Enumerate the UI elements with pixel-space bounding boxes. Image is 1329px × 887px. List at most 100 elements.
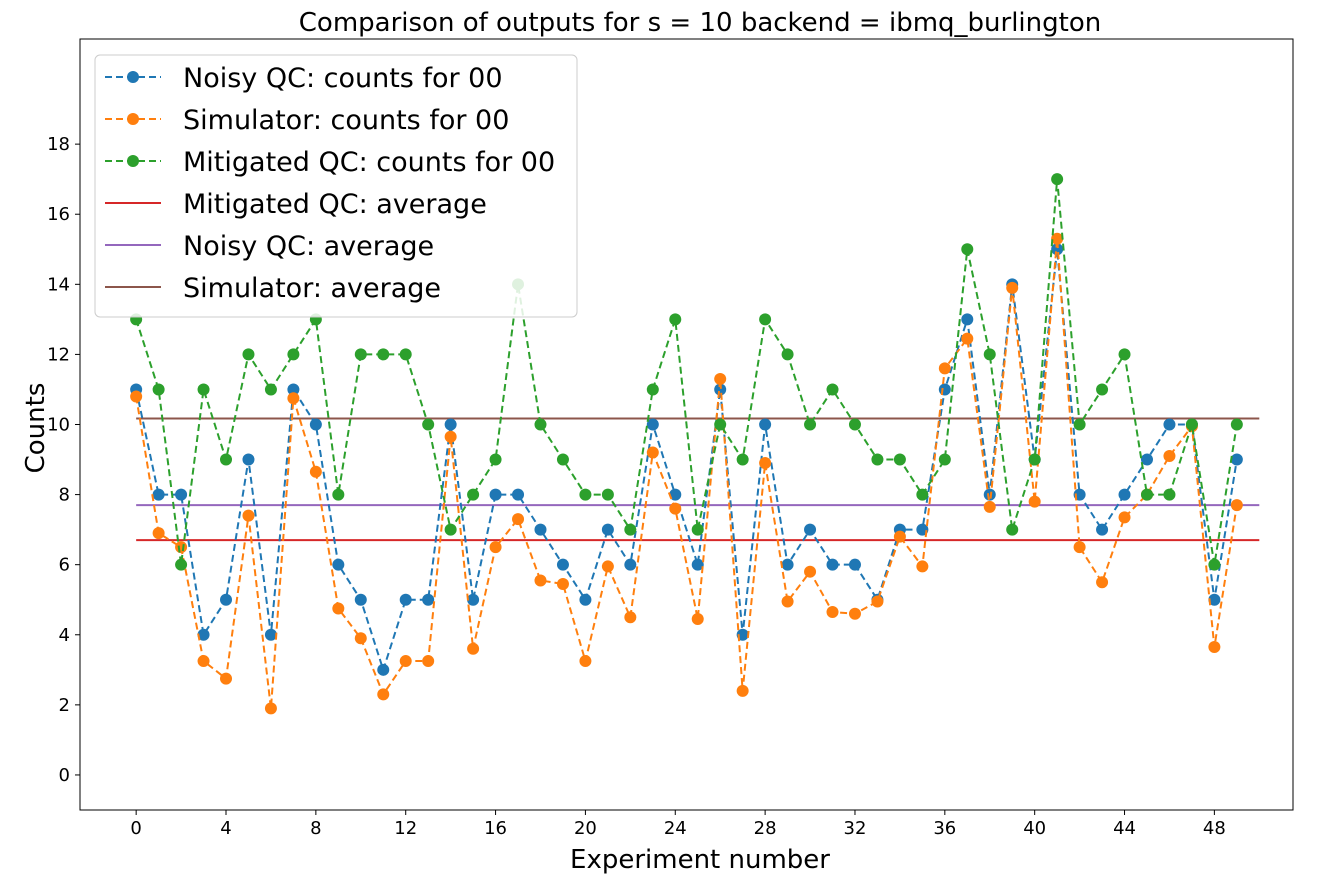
data-point xyxy=(467,488,480,501)
y-tick-label: 16 xyxy=(47,204,70,225)
data-point xyxy=(714,418,727,431)
data-point xyxy=(422,655,435,668)
data-point xyxy=(444,418,457,431)
legend-marker xyxy=(127,155,139,167)
data-point xyxy=(354,348,367,361)
data-point xyxy=(736,684,749,697)
data-point xyxy=(759,457,772,470)
data-point xyxy=(804,418,817,431)
data-point xyxy=(220,593,233,606)
data-point xyxy=(332,602,345,615)
data-point xyxy=(1140,488,1153,501)
data-point xyxy=(489,488,502,501)
data-point xyxy=(1163,450,1176,463)
data-point xyxy=(893,453,906,466)
data-point xyxy=(534,523,547,536)
legend-label: Mitigated QC: average xyxy=(183,189,487,220)
data-point xyxy=(646,383,659,396)
data-point xyxy=(871,453,884,466)
data-point xyxy=(444,430,457,443)
data-point xyxy=(579,488,592,501)
data-point xyxy=(556,558,569,571)
data-point xyxy=(175,488,188,501)
data-point xyxy=(287,348,300,361)
data-point xyxy=(1163,418,1176,431)
data-point xyxy=(1140,453,1153,466)
y-tick-label: 10 xyxy=(47,415,70,436)
data-point xyxy=(669,488,682,501)
data-point xyxy=(691,613,704,626)
data-point xyxy=(983,488,996,501)
data-point xyxy=(220,453,233,466)
data-point xyxy=(220,672,233,685)
data-point xyxy=(601,523,614,536)
legend-label: Mitigated QC: counts for 00 xyxy=(183,147,555,178)
x-tick-label: 4 xyxy=(220,818,231,839)
x-axis-label: Experiment number xyxy=(570,845,830,875)
data-point xyxy=(489,453,502,466)
y-tick-label: 18 xyxy=(47,134,70,155)
legend-marker xyxy=(127,113,139,125)
y-tick-label: 2 xyxy=(59,695,70,716)
data-point xyxy=(601,560,614,573)
data-point xyxy=(1073,541,1086,554)
y-tick-label: 4 xyxy=(59,625,70,646)
data-point xyxy=(736,453,749,466)
data-point xyxy=(848,558,861,571)
data-point xyxy=(961,332,974,345)
data-point xyxy=(1051,173,1064,186)
data-point xyxy=(309,418,322,431)
data-point xyxy=(938,383,951,396)
data-point xyxy=(983,348,996,361)
data-point xyxy=(556,453,569,466)
data-point xyxy=(197,655,210,668)
data-point xyxy=(893,530,906,543)
legend-label: Simulator: average xyxy=(183,273,441,304)
data-point xyxy=(287,383,300,396)
data-point xyxy=(871,595,884,608)
data-point xyxy=(961,313,974,326)
data-point xyxy=(175,541,188,554)
data-point xyxy=(130,390,143,403)
data-point xyxy=(556,577,569,590)
data-point xyxy=(444,523,457,536)
data-point xyxy=(848,607,861,620)
data-point xyxy=(1006,523,1019,536)
data-point xyxy=(826,605,839,618)
data-point xyxy=(579,655,592,668)
data-point xyxy=(691,558,704,571)
legend-label: Simulator: counts for 00 xyxy=(183,105,509,136)
x-tick-label: 16 xyxy=(484,818,507,839)
series-line xyxy=(135,238,1238,709)
data-point xyxy=(264,628,277,641)
data-point xyxy=(1028,495,1041,508)
data-point xyxy=(1096,383,1109,396)
data-point xyxy=(579,593,592,606)
data-point xyxy=(1073,418,1086,431)
data-point xyxy=(399,593,412,606)
data-point xyxy=(601,488,614,501)
data-point xyxy=(242,348,255,361)
data-point xyxy=(983,500,996,513)
data-point xyxy=(512,513,525,526)
data-point xyxy=(1230,418,1243,431)
data-point xyxy=(646,418,659,431)
legend: Noisy QC: counts for 00 Simulator: counts… xyxy=(94,54,578,318)
data-point xyxy=(467,593,480,606)
x-tick-label: 36 xyxy=(933,818,956,839)
data-point xyxy=(1118,488,1131,501)
data-point xyxy=(534,418,547,431)
x-tick-label: 28 xyxy=(754,818,777,839)
data-point xyxy=(848,418,861,431)
data-point xyxy=(624,523,637,536)
data-point xyxy=(1163,488,1176,501)
data-point xyxy=(961,243,974,256)
data-point xyxy=(1208,641,1221,654)
data-point xyxy=(242,509,255,522)
y-tick-label: 14 xyxy=(47,274,70,295)
data-point xyxy=(467,642,480,655)
data-point xyxy=(669,313,682,326)
